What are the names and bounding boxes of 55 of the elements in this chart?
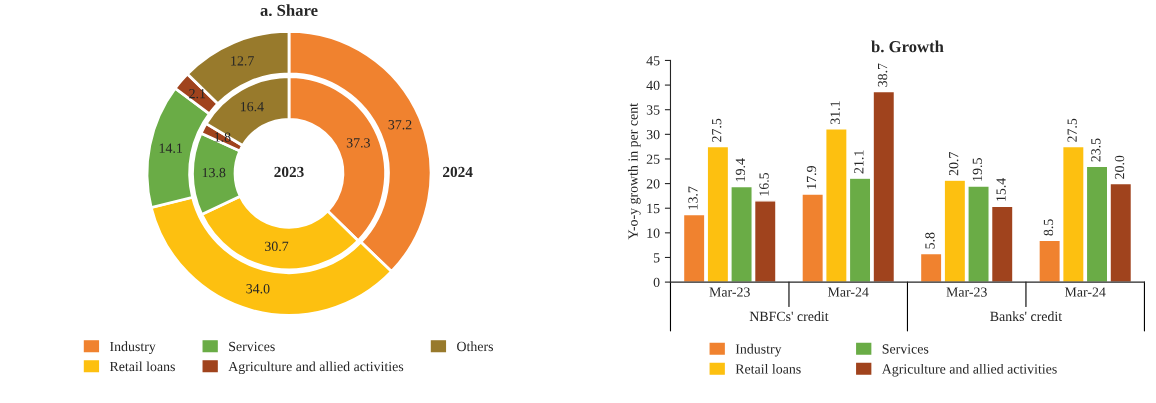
data-label: 30.7 [265, 241, 289, 252]
data-label: 20.0 [1114, 155, 1125, 179]
y-tick-label: 20 [646, 179, 660, 189]
y-tick-label: 15 [647, 203, 660, 214]
legend-label: Industry [735, 343, 782, 357]
data-label: 16.4 [240, 101, 264, 112]
y-tick-label: 5 [653, 253, 660, 263]
y-tick-label: 0 [653, 277, 660, 288]
data-label: 5.8 [925, 232, 935, 249]
slice-label: 2024 [443, 166, 473, 178]
text: NBFCs' credit [749, 311, 829, 322]
data-label: 17.9 [806, 166, 817, 189]
y-axis-title: Y-o-y growth in per cent [627, 103, 641, 240]
data-label: 37.2 [388, 120, 412, 130]
data-label: 19.4 [735, 158, 746, 182]
x-tick-label: Mar-23 [946, 287, 987, 297]
legend-label: Agriculture and allied activities [228, 361, 404, 375]
data-label: 13.8 [202, 167, 226, 178]
legend-label: Services [882, 344, 929, 354]
legend-label: Agriculture and allied activities [881, 363, 1057, 377]
data-label: 34.0 [246, 284, 270, 294]
x-tick-label: Mar-24 [827, 287, 869, 297]
legend-label: Services [229, 341, 275, 352]
data-label: 20.7 [948, 152, 959, 176]
data-label: 31.1 [830, 101, 840, 125]
y-tick-label: 30 [646, 129, 660, 140]
legend-label: Others [457, 341, 494, 352]
y-tick-label: 35 [646, 105, 660, 115]
y-tick-label: 25 [646, 154, 660, 164]
legend-label: Retail loans [109, 361, 175, 372]
data-label: 38.7 [877, 63, 888, 87]
data-label: 2.1 [189, 88, 206, 99]
data-label: 27.5 [712, 118, 722, 142]
y-tick-label: 10 [647, 228, 660, 238]
data-label: 27.5 [1067, 118, 1077, 142]
data-label: 16.5 [759, 172, 769, 196]
data-label: 21.1 [854, 150, 864, 174]
data-label: 15.4 [996, 177, 1006, 201]
data-label: 13.7 [688, 186, 698, 210]
legend-label: Retail loans [735, 363, 801, 374]
data-label: 12.7 [231, 56, 254, 66]
chart-title: b. Growth [871, 40, 944, 53]
data-label: 37.3 [346, 138, 370, 148]
x-tick-label: Mar-24 [1064, 287, 1106, 297]
x-tick-label: Mar-23 [709, 287, 750, 297]
data-label: 8.5 [1043, 219, 1054, 236]
y-tick-label: 45 [646, 56, 660, 66]
data-label: 19.5 [972, 158, 983, 181]
slice-label: 2023 [274, 166, 304, 178]
y-tick-label: 40 [646, 80, 660, 91]
legend-label: Industry [109, 341, 156, 354]
text: Banks' credit [990, 311, 1063, 322]
data-label: 23.5 [1091, 138, 1101, 162]
data-label: 14.1 [159, 143, 182, 153]
chart-title: a. Share [260, 4, 318, 17]
